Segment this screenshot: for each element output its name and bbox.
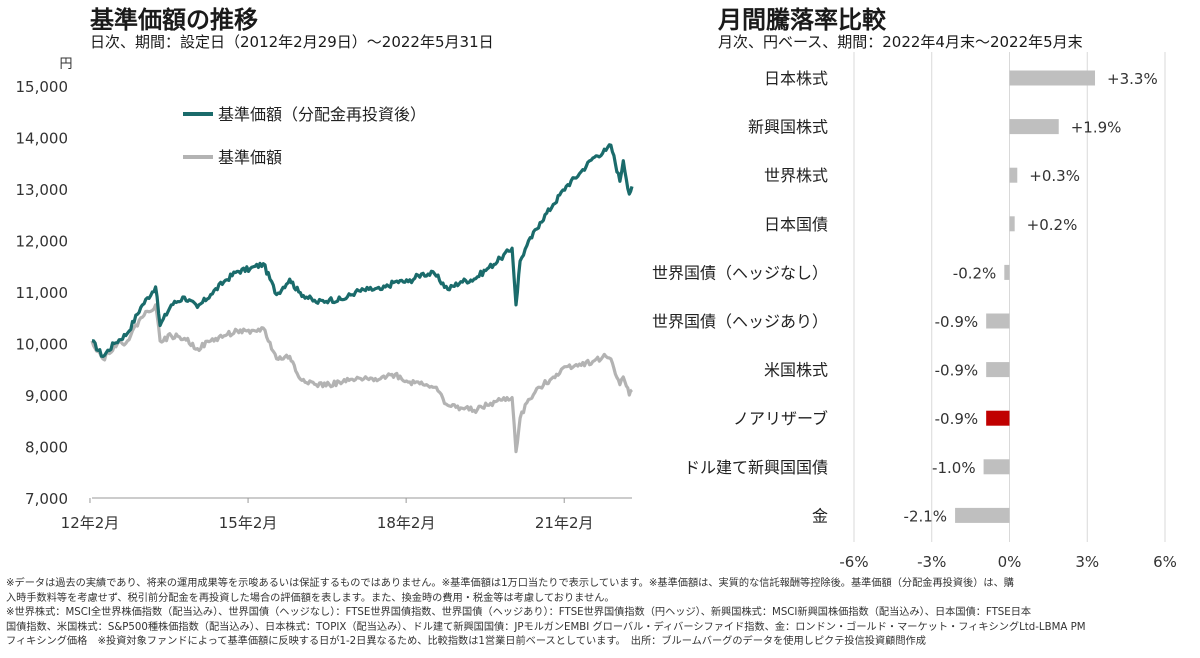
nav-chart-legend: 基準価額（分配金再投資後） 基準価額 xyxy=(183,105,426,167)
nav-chart-subtitle: 日次、期間：設定日（2012年2月29日）～2022年5月31日 xyxy=(90,33,494,51)
x-tick-label: 12年2月 xyxy=(61,514,120,532)
bar-value-label: +1.9% xyxy=(1071,119,1122,137)
bar-chart-labels: -6% -3% 0% 3% 6% 日本株式 +3.3% 新興国株式 +1.9% 世界株式 +0.3%… xyxy=(652,69,1177,571)
bar-category-label: 新興国株式 xyxy=(748,118,828,137)
x-tick-label: 15年2月 xyxy=(219,514,278,532)
bar-category-label: 金 xyxy=(812,506,828,525)
bar xyxy=(1009,70,1096,86)
bar-chart-bars xyxy=(955,70,1096,523)
bar-category-label: ドル建て新興国国債 xyxy=(684,458,828,477)
y-tick-label: 14,000 xyxy=(16,130,69,148)
bar-category-label: 日本国債 xyxy=(764,215,828,234)
returns-chart-title: 月間騰落率比較 xyxy=(718,6,886,34)
bar xyxy=(1004,264,1010,280)
footnote-line: ※世界株式：MSCI全世界株価指数（配当込み）、世界国債（ヘッジなし）：FTSE… xyxy=(6,607,1032,619)
bar-x-tick-label: 3% xyxy=(1075,553,1099,571)
bar-value-label: -1.0% xyxy=(932,459,976,477)
y-tick-label: 10,000 xyxy=(16,336,69,354)
bar xyxy=(1009,119,1059,135)
footnote-line: 国債指数、米国株式：S&P500種株価指数（配当込み）、日本株式：TOPIX（配… xyxy=(6,621,1086,633)
bar xyxy=(986,362,1010,378)
bar xyxy=(986,313,1010,329)
bar-x-tick-label: -6% xyxy=(839,553,868,571)
bar xyxy=(983,459,1010,475)
bar-value-label: -0.9% xyxy=(935,362,979,380)
bar-value-label: -0.2% xyxy=(953,264,997,282)
bar-value-label: -0.9% xyxy=(935,410,979,428)
nav-chart-series xyxy=(90,143,634,454)
nav-chart-axes: 7,000 8,000 9,000 10,000 11,000 12,000 13,000 1… xyxy=(16,78,632,532)
bar-category-label: 米国株式 xyxy=(764,361,828,380)
bar xyxy=(1009,216,1015,232)
bar-value-label: -0.9% xyxy=(935,313,979,331)
bar-category-label: 世界国債（ヘッジなし） xyxy=(652,263,828,282)
bar-value-label: +0.2% xyxy=(1027,216,1078,234)
bar-category-label: 世界株式 xyxy=(764,166,828,185)
bar-x-tick-label: -3% xyxy=(917,553,946,571)
bar-category-label: 日本株式 xyxy=(764,69,828,88)
series-line-reinvested xyxy=(91,143,634,358)
footnotes: ※データは過去の実績であり、将来の運用成果等を示唆あるいは保証するものではありま… xyxy=(6,577,1194,650)
bar-value-label: -2.1% xyxy=(904,507,948,525)
x-tick-label: 21年2月 xyxy=(535,514,594,532)
y-tick-label: 11,000 xyxy=(16,284,69,302)
returns-chart-subtitle: 月次、円ベース、期間：2022年4月末～2022年5月末 xyxy=(718,33,1083,51)
series-line-nav xyxy=(90,303,633,454)
bar-category-label: ノアリザーブ xyxy=(733,409,828,428)
y-axis-unit-label: 円 xyxy=(59,57,72,72)
legend-label-reinvested: 基準価額（分配金再投資後） xyxy=(218,105,426,124)
y-tick-label: 15,000 xyxy=(16,78,69,96)
footnote-line: フィキシング価格 ※投資対象ファンドによって基準価額に反映する日が1-2日異なる… xyxy=(6,636,926,648)
bar-value-label: +0.3% xyxy=(1029,167,1080,185)
bar-x-tick-label: 6% xyxy=(1153,553,1177,571)
bar xyxy=(1009,167,1018,183)
y-tick-label: 7,000 xyxy=(25,490,68,508)
bar-category-label: 世界国債（ヘッジあり） xyxy=(652,312,828,331)
y-tick-label: 12,000 xyxy=(16,233,69,251)
bar xyxy=(955,507,1010,523)
bar-value-label: +3.3% xyxy=(1107,70,1158,88)
nav-chart-title: 基準価額の推移 xyxy=(90,6,258,34)
x-tick-label: 18年2月 xyxy=(377,514,436,532)
footnote-line: ※データは過去の実績であり、将来の運用成果等を示唆あるいは保証するものではありま… xyxy=(6,578,1014,589)
y-tick-label: 13,000 xyxy=(16,181,69,199)
footnote-line: 入時手数料等を考慮せず、税引前分配金を再投資した場合の評価額を表します。また、換… xyxy=(6,592,615,604)
legend-label-nav: 基準価額 xyxy=(218,148,282,167)
y-tick-label: 9,000 xyxy=(25,387,68,405)
bar xyxy=(986,410,1010,426)
y-tick-label: 8,000 xyxy=(25,439,68,457)
bar-x-tick-label: 0% xyxy=(998,553,1022,571)
